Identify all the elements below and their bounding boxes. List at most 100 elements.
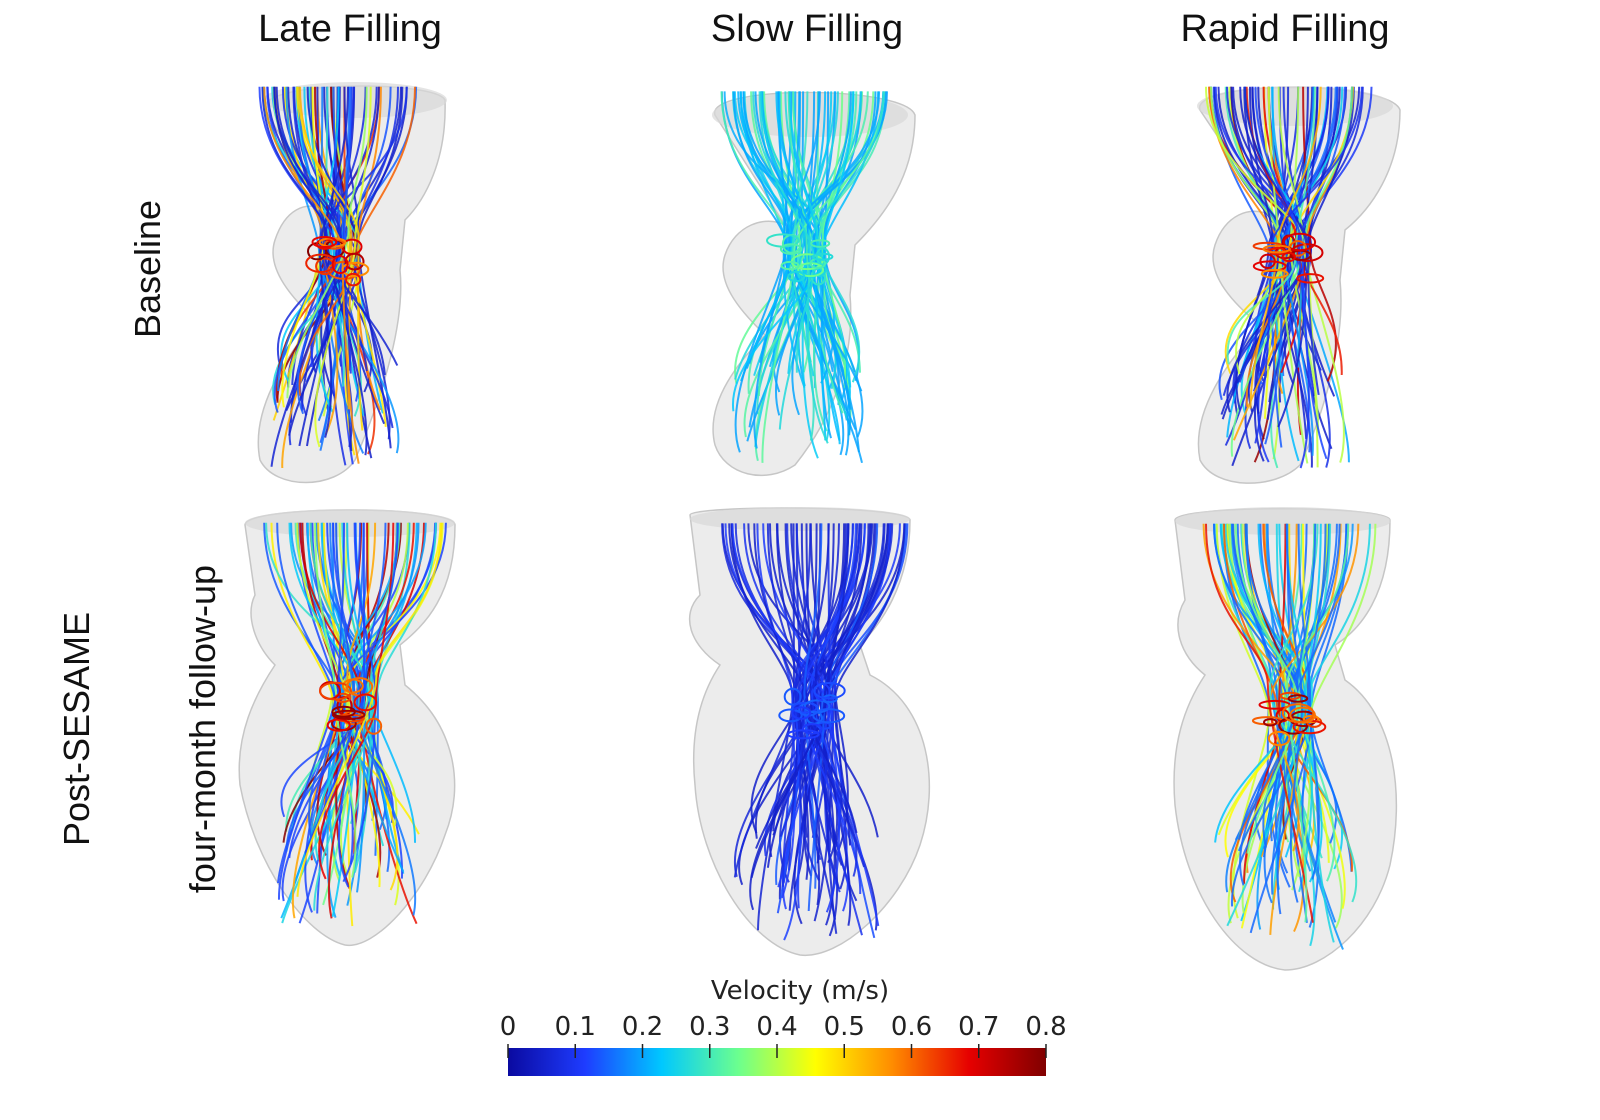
panel-post-late-filling [225,505,485,950]
streamline [1250,86,1315,378]
jet-vortex [812,708,846,724]
colorbar-tick-label: 0.2 [621,1012,664,1042]
jet-vortex [813,682,846,700]
streamline [296,522,443,897]
jet-vortex [1289,706,1316,724]
jet-vortex [1278,716,1309,735]
colorbar-title: Velocity (m/s) [710,976,890,1006]
streamline [277,522,362,900]
streamline [794,523,840,889]
panel-baseline-slow-filling [685,75,925,485]
row-label-baseline: Baseline [127,199,168,339]
streamline [732,91,790,453]
colorbar-tick-label: 0.3 [689,1012,731,1042]
jet-vortex [1267,730,1291,747]
jet-vortex [1289,710,1318,728]
jet-vortex [815,247,831,266]
streamline [721,523,866,868]
streamline [329,522,417,916]
jet-vortex [1263,718,1278,727]
streamline [1268,523,1358,903]
jet-vortex [353,693,378,712]
jet-vortex [331,255,349,275]
jet-vortex [783,687,802,706]
streamline [1235,86,1281,375]
colorbar-tick-label: 0 [499,1012,517,1042]
panel-post-slow-filling [680,505,950,965]
colorbar-tick-label: 0.7 [958,1012,1000,1042]
jet-vortex [1287,694,1309,703]
jet-vortex [344,252,365,271]
streamline [732,91,855,412]
jet-vortex [1260,268,1289,279]
jet-vortex [787,270,806,283]
streamline [288,522,399,859]
streamline [739,91,793,382]
streamline [1286,523,1350,923]
jet-vortex [365,717,383,735]
streamline [789,91,852,388]
row-label-post-sesame: Post-SESAME [56,611,97,847]
jet-vortex [1281,703,1315,723]
jet-vortex [810,239,831,248]
jet-vortex [1296,273,1325,284]
panel-post-rapid-filling [1165,505,1415,975]
streamline [285,522,387,852]
jet-vortex [345,272,362,287]
column-title-rapid-filling: Rapid Filling [1180,8,1390,50]
streamline [1208,86,1287,407]
streamline [1302,523,1323,883]
jet-vortex [331,709,366,720]
jet-vortex [319,681,352,701]
column-title-slow-filling: Slow Filling [710,8,904,50]
streamline [756,523,796,899]
streamline [1215,523,1270,919]
streamline [1214,86,1310,469]
streamline [270,86,342,467]
jet-vortex [791,706,812,720]
colorbar [507,1044,1047,1076]
jet-vortex [778,708,803,723]
row-label-follow-up: four-month follow-up [182,564,223,894]
jet-vortex [779,243,803,255]
streamline [1224,523,1314,893]
streamline [787,91,844,414]
colorbar-tick-label: 0.4 [756,1012,798,1042]
panel-baseline-rapid-filling [1170,70,1410,490]
streamline [1278,523,1305,933]
jet-vortex [341,261,370,277]
streamline [1226,86,1320,396]
jet-vortex [801,723,823,735]
streamline [1277,86,1345,463]
jet-vortex [326,718,351,732]
panel-baseline-late-filling [225,70,455,490]
streamline [803,523,823,889]
jet-vortex [311,236,338,248]
streamline [1205,523,1314,923]
streamline [1305,523,1371,943]
colorbar-tick-label: 0.5 [823,1012,865,1042]
streamline [314,86,372,448]
jet-vortex [780,260,800,271]
streamline [1306,523,1327,880]
streamline [775,91,827,441]
streamline [340,522,405,873]
column-title-late-filling: Late Filling [258,8,442,50]
jet-vortex [1282,232,1317,252]
streamline [753,91,821,449]
jet-vortex [1302,714,1320,724]
streamline [297,86,364,431]
streamline [318,86,349,438]
jet-vortex [1262,244,1291,254]
streamline [286,86,368,399]
streamline [806,91,885,444]
streamline [731,523,841,913]
colorbar-tick-label: 0.8 [1025,1012,1067,1042]
jet-vortex [1281,251,1297,263]
jet-vortex [811,252,834,261]
streamline [337,522,366,888]
colorbar-tick-label: 0.1 [554,1012,596,1042]
jet-vortex [791,701,818,714]
streamline [296,86,352,415]
jet-vortex [305,253,336,274]
